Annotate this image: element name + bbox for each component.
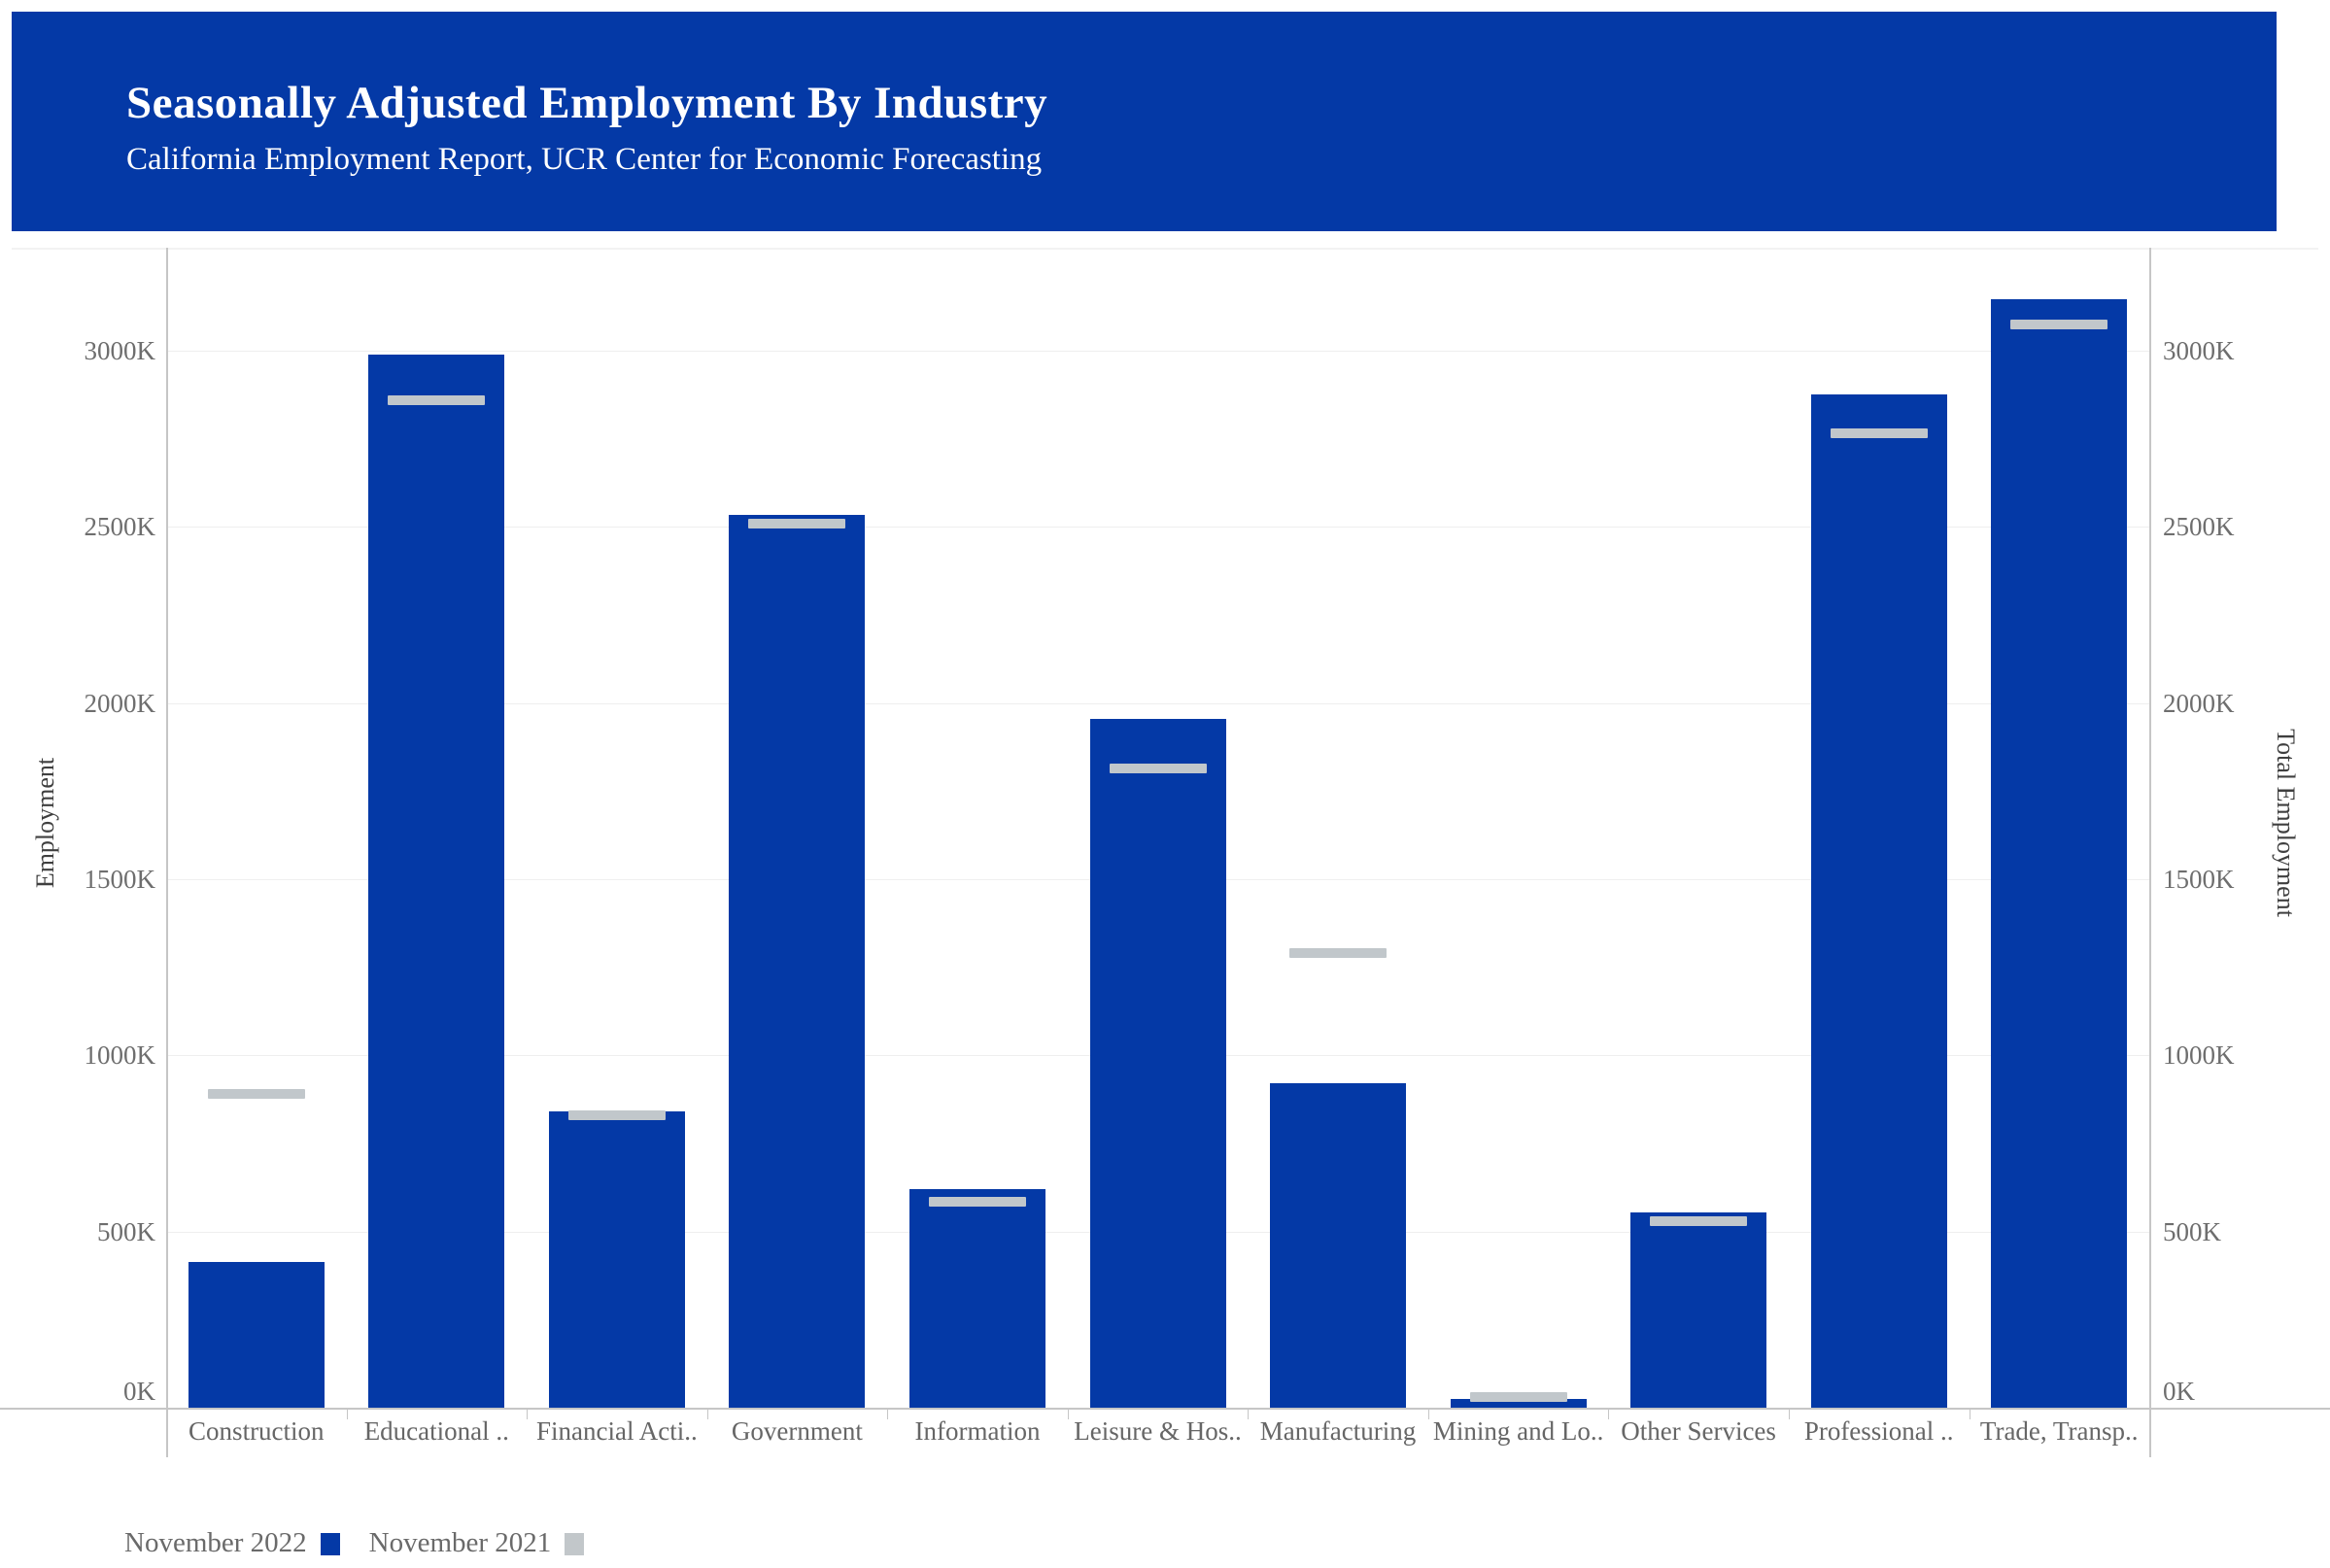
y-tick-label-left: 1500K — [84, 865, 156, 894]
y-tick-label-right: 2000K — [2163, 688, 2235, 718]
x-axis-band-tick — [887, 1408, 889, 1419]
x-axis-band-tick — [1788, 1408, 1790, 1419]
bar-november-2022 — [1270, 1083, 1406, 1408]
category-label: Information — [914, 1416, 1041, 1446]
legend: November 2022 November 2021 — [124, 1517, 585, 1568]
page-subtitle: California Employment Report, UCR Center… — [126, 142, 1043, 177]
tick-november-2021 — [1650, 1215, 1748, 1226]
y-tick-label-left: 2000K — [84, 688, 156, 718]
tick-november-2021 — [1289, 948, 1387, 959]
y-tick-label-left: 2500K — [84, 512, 156, 542]
tick-november-2021 — [207, 1089, 305, 1100]
y-axis-title-left: Employment — [31, 757, 59, 889]
y-tick-label-right: 1500K — [2163, 865, 2235, 894]
y-tick-label-left: 0K — [123, 1377, 155, 1406]
x-axis-band-tick — [527, 1408, 529, 1419]
bar-november-2022 — [729, 514, 866, 1408]
y-axis-line-right — [2149, 248, 2151, 1457]
y-axis-line-left — [166, 248, 168, 1457]
x-axis-band-tick — [1067, 1408, 1069, 1419]
y-tick-label-right: 1000K — [2163, 1040, 2235, 1071]
bar-november-2022 — [188, 1261, 325, 1408]
x-axis-band-tick — [1427, 1408, 1429, 1419]
category-label: Professional .. — [1803, 1416, 1954, 1446]
bar-november-2022 — [1810, 394, 1947, 1408]
category-label: Government — [731, 1416, 863, 1446]
tick-november-2021 — [1469, 1392, 1567, 1403]
y-tick-label-right: 2500K — [2163, 512, 2235, 542]
x-axis-band-tick — [1608, 1408, 1610, 1419]
x-axis-band-tick — [346, 1408, 348, 1419]
legend-label-november-2021: November 2021 — [368, 1526, 552, 1558]
y-tick-label-right: 0K — [2163, 1377, 2195, 1406]
y-tick-label-left: 3000K — [84, 336, 156, 365]
bar-november-2022 — [368, 354, 505, 1408]
bar-november-2022 — [548, 1111, 685, 1408]
category-label: Financial Acti.. — [536, 1416, 698, 1446]
y-tick-label-right: 3000K — [2163, 336, 2235, 365]
tick-november-2021 — [2010, 319, 2108, 329]
x-axis-line — [0, 1408, 2330, 1410]
y-tick-label-right: 500K — [2163, 1216, 2221, 1246]
legend-label-november-2022: November 2022 — [124, 1526, 307, 1558]
gridline-2000k — [166, 702, 2149, 704]
page-title: Seasonally Adjusted Employment By Indust… — [126, 78, 1048, 128]
tick-november-2021 — [929, 1196, 1026, 1207]
tick-november-2021 — [748, 518, 846, 528]
plot-top-border — [12, 248, 2318, 250]
tick-november-2021 — [1109, 763, 1207, 773]
y-tick-label-left: 1000K — [84, 1040, 156, 1071]
category-label: Construction — [188, 1416, 325, 1446]
bar-november-2022 — [909, 1189, 1045, 1408]
bar-november-2022 — [1450, 1398, 1587, 1408]
category-label: Educational .. — [363, 1416, 509, 1446]
bar-november-2022 — [1089, 719, 1226, 1408]
tick-november-2021 — [388, 394, 486, 405]
x-axis-band-tick — [1248, 1408, 1250, 1419]
gridline-2500k — [166, 527, 2149, 528]
y-axis-title-right: Total Employment — [2272, 729, 2300, 917]
header-banner: Seasonally Adjusted Employment By Indust… — [12, 12, 2277, 231]
tick-november-2021 — [567, 1110, 666, 1120]
category-label: Mining and Lo.. — [1432, 1416, 1604, 1446]
x-axis-band-tick — [706, 1408, 708, 1419]
legend-swatch-blue-icon — [320, 1532, 340, 1555]
tick-november-2021 — [1830, 428, 1928, 439]
y-tick-label-left: 500K — [97, 1216, 155, 1246]
bar-november-2022 — [1991, 299, 2128, 1408]
category-label: Leisure & Hos.. — [1074, 1416, 1242, 1446]
category-label: Trade, Transp.. — [1979, 1416, 2139, 1446]
bar-november-2022 — [1630, 1211, 1767, 1408]
gridline-3000k — [166, 351, 2149, 352]
category-label: Manufacturing — [1259, 1416, 1417, 1446]
category-label: Other Services — [1621, 1416, 1776, 1446]
legend-swatch-gray-icon — [565, 1532, 585, 1555]
